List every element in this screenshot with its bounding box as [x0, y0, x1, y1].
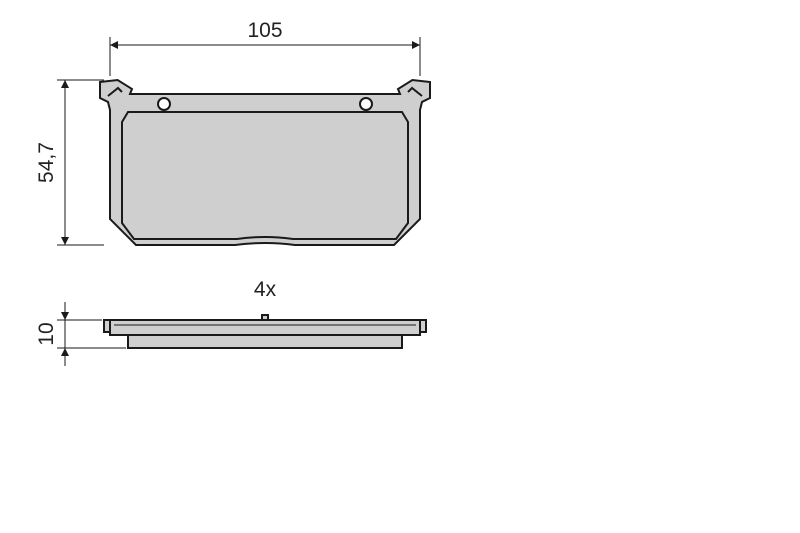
dim-arrow: [61, 348, 69, 356]
dim-arrow: [61, 80, 69, 88]
quantity-label: 4x: [254, 278, 277, 301]
side-pin: [262, 315, 268, 320]
side-backing-plate: [110, 320, 420, 335]
dim-arrow: [110, 41, 118, 49]
mounting-hole-left: [158, 98, 170, 110]
dim-height-label: 54,7: [35, 142, 58, 183]
dim-arrow: [412, 41, 420, 49]
technical-drawing: 105 54,7 4x 10: [0, 0, 800, 533]
dim-thickness-label: 10: [35, 322, 58, 345]
dim-width-label: 105: [247, 19, 282, 42]
dim-arrow: [61, 312, 69, 320]
dim-arrow: [61, 237, 69, 245]
mounting-hole-right: [360, 98, 372, 110]
side-friction-material: [128, 335, 402, 348]
brake-pad-front-view: [100, 80, 430, 245]
